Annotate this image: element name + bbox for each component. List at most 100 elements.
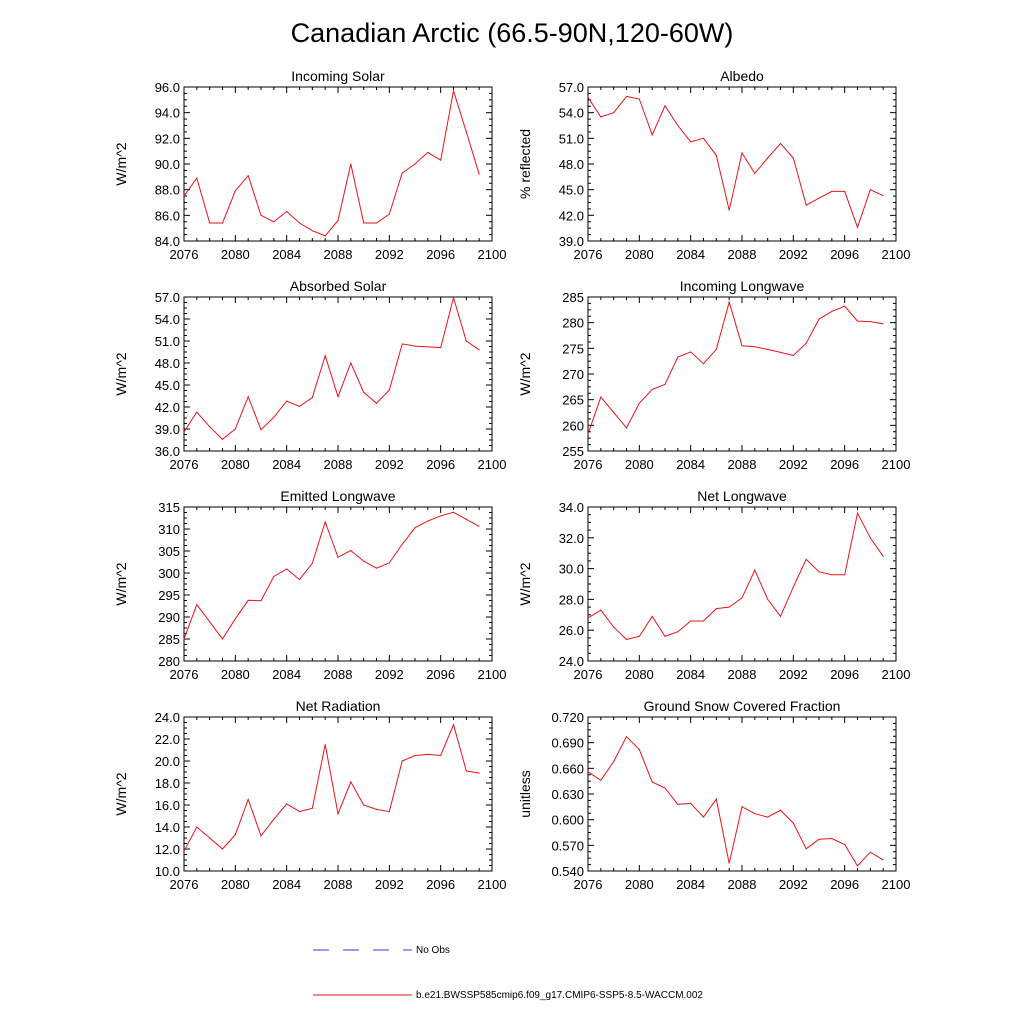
data-point [651,615,653,617]
x-tick-label: 2088 [728,667,757,682]
data-point [702,363,705,365]
x-tick-label: 2084 [272,247,301,262]
y-tick-label: 22.0 [155,732,180,747]
x-tick-label: 2080 [221,457,250,472]
y-tick-label: 0.660 [551,761,584,776]
data-point [324,355,326,357]
x-tick-label: 2096 [426,667,455,682]
data-point [452,724,455,726]
data-point [741,597,743,599]
x-tick-label: 2092 [375,877,404,892]
data-point [638,402,640,404]
data-point [677,631,679,633]
y-tick-label: 84.0 [155,234,180,249]
data-point [677,803,679,805]
data-point [754,569,756,571]
plot-frame [587,296,897,452]
x-tick-label: 2100 [478,457,507,472]
series-line [587,95,884,229]
x-tick-label: 2088 [324,247,353,262]
plot-frame [183,716,493,872]
data-point [234,618,236,620]
data-point [677,124,679,127]
data-point [638,98,640,100]
data-point [452,511,455,513]
data-point [375,402,378,404]
data-point [286,400,288,402]
y-tick-label: 275 [562,341,584,356]
data-point [856,512,859,514]
x-tick-label: 2084 [676,247,705,262]
panel-net-longwave: Net Longwave 2076 2080 2084 2088 2092 2096 2100… [517,488,910,682]
data-point [664,105,666,107]
data-point [247,599,249,601]
data-point [260,835,262,837]
figure-title: Canadian Arctic (66.5-90N,120-60W) [291,18,734,48]
y-tick-label: 295 [158,588,180,603]
data-point [715,154,717,157]
data-point [375,222,378,224]
y-tick-label: 0.600 [551,813,584,828]
data-point [465,770,467,772]
data-point [234,428,236,430]
y-tick-label: 39.0 [559,234,584,249]
y-tick-label: 290 [158,610,180,625]
y-tick-label: 12.0 [155,842,180,857]
y-tick-label: 285 [158,632,180,647]
data-point [452,90,455,92]
y-axis-label: W/m^2 [517,352,533,395]
data-point [311,562,313,564]
x-tick-label: 2080 [625,667,654,682]
data-point [754,346,756,348]
y-tick-label: 255 [562,444,584,459]
y-axis-label: unitless [517,770,533,817]
data-point [298,222,301,224]
data-point [465,518,467,520]
data-point [414,527,416,529]
data-point [805,204,807,206]
data-point [767,157,769,159]
legend-label-no-obs: No Obs [416,945,450,956]
x-tick-label: 2084 [676,457,705,472]
panel-title: Ground Snow Covered Fraction [644,698,841,714]
legend-label-model: b.e21.BWSSP585cmip6.f09_g17.CMIP6-SSP5-8… [416,990,703,1001]
y-tick-label: 54.0 [155,312,180,327]
x-tick-label: 2076 [574,877,603,892]
y-tick-label: 88.0 [155,183,180,198]
x-tick-label: 2080 [221,877,250,892]
data-point [414,754,416,757]
data-point [869,321,871,323]
y-tick-label: 280 [158,654,180,669]
y-tick-label: 0.630 [551,787,584,802]
data-point [375,567,378,569]
data-point [677,356,679,358]
plot-frame [587,716,897,872]
data-point [715,608,717,610]
data-point [363,391,365,393]
y-tick-label: 265 [562,393,584,408]
x-tick-label: 2088 [728,457,757,472]
data-point [702,620,705,622]
x-tick-label: 2088 [324,667,353,682]
y-tick-label: 48.0 [559,157,584,172]
y-tick-label: 0.720 [551,710,584,725]
data-point [587,771,589,773]
data-point [350,362,352,364]
y-axis-label: W/m^2 [113,352,129,395]
data-point [715,348,717,350]
data-point [869,537,871,539]
y-tick-label: 92.0 [155,131,180,146]
data-point [869,851,871,853]
x-tick-label: 2076 [574,457,603,472]
panel-emitted-longwave: Emitted Longwave 2076 2080 2084 2088 2092 2096… [113,488,506,682]
data-point [600,609,602,611]
data-point [805,558,807,560]
data-point [221,638,224,640]
panel-title: Net Radiation [296,698,381,714]
data-point [728,862,730,864]
data-point [414,163,416,165]
data-point [625,427,628,429]
data-point [221,848,224,850]
data-point [388,811,390,813]
x-tick-label: 2096 [830,457,859,472]
